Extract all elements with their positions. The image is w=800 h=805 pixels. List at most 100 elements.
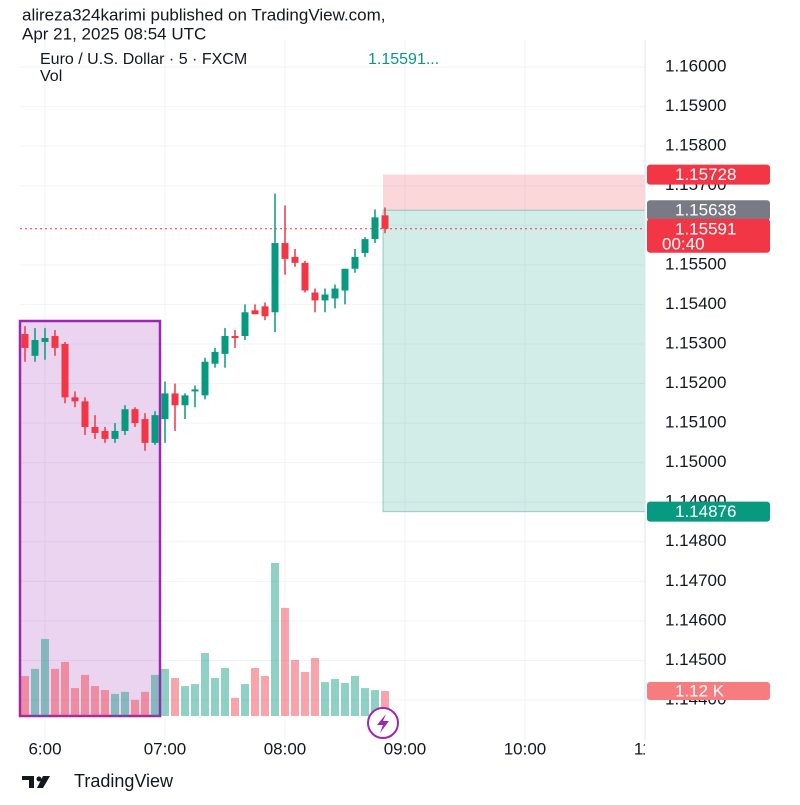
legend-volume: Vol: [40, 68, 62, 85]
candle-body: [351, 256, 359, 269]
y-tick-label: 1.14600: [665, 610, 726, 629]
candle-body: [91, 427, 99, 433]
candle-body: [81, 401, 89, 428]
candle-body: [31, 339, 39, 356]
y-tick-label: 1.14800: [665, 531, 726, 550]
volume-badge: [647, 681, 770, 700]
volume-bar: [81, 674, 89, 716]
volume-bar: [161, 668, 169, 716]
y-tick-label: 1.15200: [665, 373, 726, 392]
volume-bar: [321, 682, 329, 716]
price-badge: [647, 218, 770, 253]
candle-body: [361, 239, 369, 253]
candle-body: [71, 397, 79, 402]
price-badge-label: 1.15591: [675, 219, 736, 238]
volume-bar: [361, 688, 369, 716]
price-badge: [647, 164, 770, 185]
volume-bar: [291, 659, 299, 716]
candle-body: [41, 338, 49, 342]
countdown-label: 00:40: [662, 234, 705, 253]
volume-bar: [141, 691, 149, 716]
y-tick-label: 1.15000: [665, 452, 726, 471]
volume-bar: [171, 678, 179, 716]
legend-symbol: Euro / U.S. Dollar · 5 · FXCM: [40, 51, 247, 68]
y-tick-label: 1.16000: [665, 56, 726, 75]
volume-bar: [151, 674, 159, 716]
candle-body: [341, 268, 349, 291]
volume-bar: [371, 690, 379, 716]
volume-bar: [131, 699, 139, 716]
y-tick-label: 1.15900: [665, 96, 726, 115]
trade-zones: [20, 174, 646, 513]
candle-body: [61, 343, 69, 398]
volume-bar: [351, 676, 359, 716]
x-tick-label: 11:: [634, 739, 656, 758]
volume-bar: [191, 684, 199, 716]
candle-body: [181, 395, 189, 406]
y-tick-label: 1.15800: [665, 136, 726, 155]
candle-body: [311, 292, 319, 301]
price-axis: 1.160001.159001.158001.157001.156001.155…: [665, 56, 726, 708]
price-badge: [647, 501, 770, 522]
candle-body: [231, 336, 239, 339]
volume-bar: [111, 693, 119, 716]
volume-bar: [201, 653, 209, 716]
candle-body: [331, 288, 339, 299]
y-tick-label: 1.15400: [665, 294, 726, 313]
candle-body: [281, 243, 289, 259]
candle-body: [51, 336, 59, 348]
candle-body: [111, 430, 119, 439]
y-tick-label: 1.15100: [665, 413, 726, 432]
header-line1: alireza324karimi published on TradingVie…: [22, 5, 386, 24]
candles: [21, 193, 389, 451]
y-tick-label: 1.15300: [665, 333, 726, 352]
candle-body: [321, 294, 329, 301]
volume-bar: [311, 657, 319, 716]
volume-bar: [101, 690, 109, 716]
candle-body: [211, 351, 219, 364]
x-tick-label: 07:00: [144, 739, 187, 758]
x-tick-label: 08:00: [264, 739, 307, 758]
volume-bar: [21, 676, 29, 716]
volume-bar: [221, 667, 229, 716]
volume-bar: [71, 688, 79, 716]
candle-body: [271, 243, 279, 313]
y-tick-label: 1.14500: [665, 650, 726, 669]
volume-bar: [381, 690, 389, 716]
volume-bar: [271, 563, 279, 716]
candle-body: [141, 419, 149, 443]
volume-bar: [181, 686, 189, 716]
stop-zone: [383, 174, 645, 211]
volume-bar: [261, 676, 269, 716]
candle-body: [131, 409, 139, 424]
candle-body: [261, 306, 269, 317]
candle-body: [301, 262, 309, 291]
x-tick-label: 6:00: [28, 739, 61, 758]
candle-body: [121, 409, 129, 431]
candle-body: [161, 393, 169, 420]
volume-bar: [61, 661, 69, 716]
volume-bar: [31, 668, 39, 716]
candle-body: [381, 215, 389, 229]
volume-bar: [301, 671, 309, 716]
legend-price: 1.15591...: [368, 51, 439, 68]
candle-body: [151, 415, 159, 443]
volume-bar: [281, 607, 289, 716]
alert-bolt: [377, 714, 389, 733]
volume-bar: [211, 678, 219, 716]
volume-bars: [21, 563, 389, 716]
volume-bar: [121, 691, 129, 716]
volume-bar: [41, 638, 49, 716]
volume-bar: [341, 682, 349, 716]
header-line2: Apr 21, 2025 08:54 UTC: [22, 24, 206, 43]
candle-body: [291, 256, 299, 263]
candle-body: [191, 389, 199, 392]
candle-body: [241, 312, 249, 337]
y-tick-label: 1.15500: [665, 254, 726, 273]
volume-bar: [91, 686, 99, 716]
candle-body: [21, 334, 29, 348]
candle-body: [101, 430, 109, 439]
volume-bar: [231, 697, 239, 716]
